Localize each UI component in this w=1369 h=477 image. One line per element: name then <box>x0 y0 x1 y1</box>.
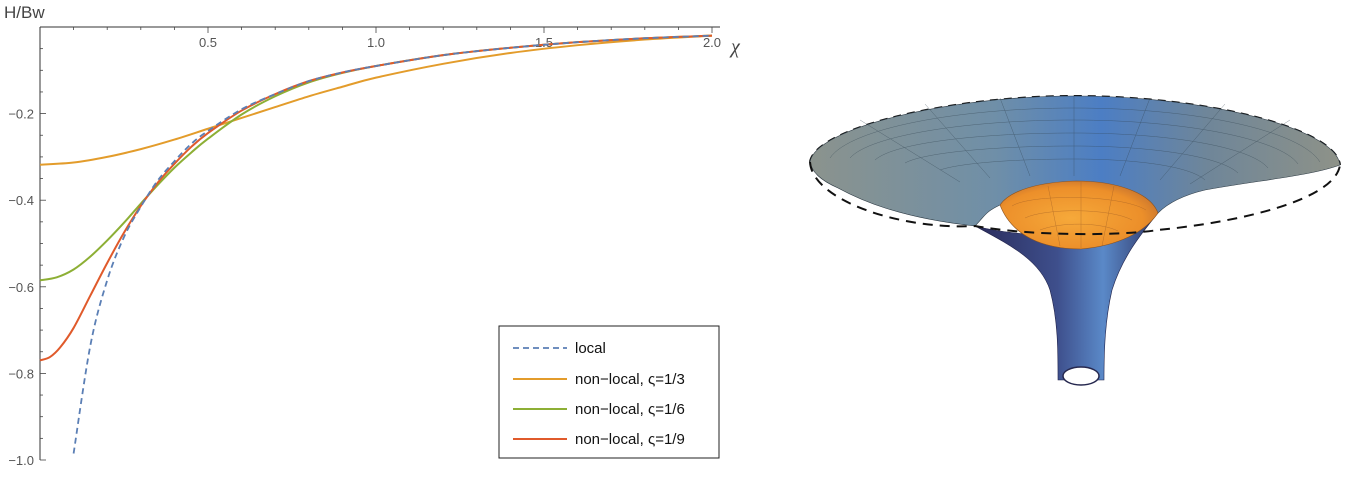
surface-mesh <box>829 96 1321 185</box>
series-line-nonlocal-1-6 <box>39 34 713 282</box>
throat-opening <box>1062 366 1100 386</box>
x-tick-label: 2.0 <box>703 35 721 50</box>
x-tick-label: 0.5 <box>199 35 217 50</box>
core-bowl <box>999 180 1159 250</box>
legend-label: non−local, ς=1/9 <box>575 431 685 448</box>
y-tick-labels: −0.2 −0.4 −0.6 −0.8 −1.0 <box>8 107 34 468</box>
y-tick-label: −1.0 <box>8 453 34 468</box>
legend-label: non−local, ς=1/6 <box>575 401 685 418</box>
line-chart: 0.5 1.0 1.5 2.0 −0.2 −0.4 −0.6 −0.8 −1.0… <box>4 3 741 468</box>
y-ticks <box>40 48 46 461</box>
legend-label: local <box>575 340 606 357</box>
series-line-local <box>72 34 713 454</box>
y-tick-label: −0.8 <box>8 366 34 381</box>
funnel-surface-illustration <box>809 94 1341 386</box>
series-line-nonlocal-1-3 <box>39 34 713 166</box>
x-ticks <box>73 27 713 33</box>
core-mesh <box>1011 182 1147 248</box>
y-axis-label: H/Bw <box>4 3 45 22</box>
rim-front-dashed <box>809 161 1341 236</box>
legend-label: non−local, ς=1/3 <box>575 371 685 388</box>
x-tick-label: 1.0 <box>367 35 385 50</box>
legend: local non−local, ς=1/3 non−local, ς=1/6 … <box>498 325 720 459</box>
series-group <box>39 34 713 454</box>
x-axis-label: χ <box>729 36 741 58</box>
y-tick-label: −0.6 <box>8 280 34 295</box>
x-tick-label: 1.5 <box>535 35 553 50</box>
series-line-nonlocal-1-9 <box>39 34 713 362</box>
x-tick-labels: 0.5 1.0 1.5 2.0 <box>199 35 721 50</box>
y-tick-label: −0.4 <box>8 193 34 208</box>
y-tick-label: −0.2 <box>8 107 34 122</box>
